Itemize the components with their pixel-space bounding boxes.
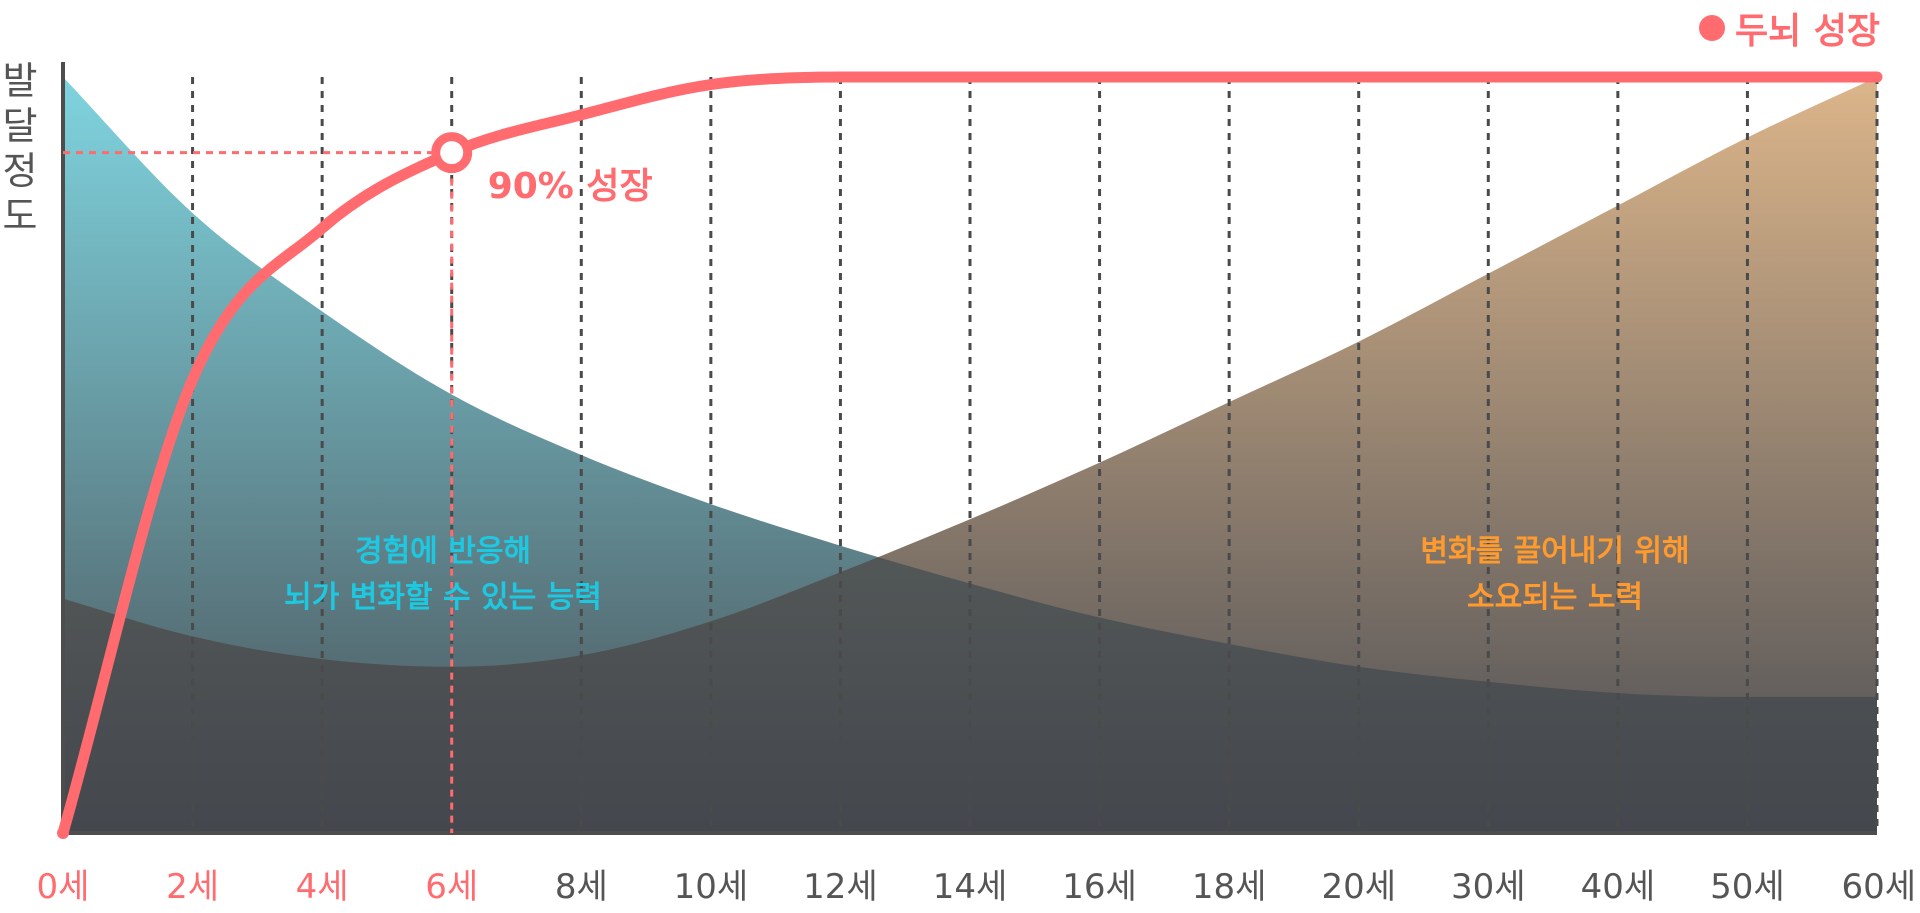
line-start-dot bbox=[57, 827, 69, 839]
area-layer bbox=[63, 77, 1877, 833]
y-axis-label-char: 정 bbox=[2, 149, 38, 193]
x-tick-label: 8세 bbox=[555, 867, 608, 907]
series-line-brain-growth bbox=[57, 71, 1883, 839]
x-tick-label: 16세 bbox=[1062, 867, 1137, 907]
area-label-line: 소요되는 노력 bbox=[1466, 580, 1644, 615]
area-label-plasticity: 경험에 반응해 뇌가 변화할 수 있는 능력 bbox=[243, 529, 643, 621]
x-tick-label: 4세 bbox=[296, 867, 349, 907]
area-label-line: 변화를 끌어내기 위해 bbox=[1420, 534, 1690, 569]
area-effort bbox=[63, 77, 1877, 833]
x-tick-label: 12세 bbox=[803, 867, 878, 907]
area-label-line: 뇌가 변화할 수 있는 능력 bbox=[284, 580, 602, 615]
y-axis-label-char: 도 bbox=[2, 194, 38, 238]
legend-label: 두뇌 성장 bbox=[1734, 11, 1880, 52]
area-plasticity bbox=[63, 77, 1877, 833]
x-tick-label: 10세 bbox=[674, 867, 749, 907]
tick-labels: 0세 2세 4세 6세 8세 10세 12세 14세 16세 18세 20세 30세 40세 50세 60세 bbox=[37, 867, 1916, 907]
x-tick-label: 20세 bbox=[1321, 867, 1396, 907]
x-tick-label: 40세 bbox=[1581, 867, 1656, 907]
x-tick-label: 2세 bbox=[166, 867, 219, 907]
axes-layer bbox=[61, 62, 1877, 835]
x-tick-label: 18세 bbox=[1192, 867, 1267, 907]
y-axis-label-char: 발 bbox=[2, 59, 38, 103]
y-axis-label-char: 달 bbox=[2, 104, 38, 148]
x-tick-label: 60세 bbox=[1841, 867, 1916, 907]
grid-layer bbox=[191, 77, 1879, 833]
area-label-effort: 변화를 끌어내기 위해 소요되는 노력 bbox=[1355, 529, 1755, 621]
x-tick-label: 30세 bbox=[1451, 867, 1526, 907]
marker-90-percent bbox=[431, 132, 473, 174]
line-layer bbox=[57, 71, 1883, 839]
legend: 두뇌 성장 bbox=[1698, 2, 1880, 54]
annotation-90-percent: 90% 성장 bbox=[487, 165, 653, 207]
x-tick-label: 6세 bbox=[425, 867, 478, 907]
x-tick-label: 14세 bbox=[933, 867, 1008, 907]
legend-dot-icon bbox=[1698, 15, 1725, 41]
x-tick-label: 50세 bbox=[1710, 867, 1785, 907]
area-label-line: 경험에 반응해 bbox=[354, 534, 532, 569]
x-tick-label: 0세 bbox=[37, 867, 90, 907]
